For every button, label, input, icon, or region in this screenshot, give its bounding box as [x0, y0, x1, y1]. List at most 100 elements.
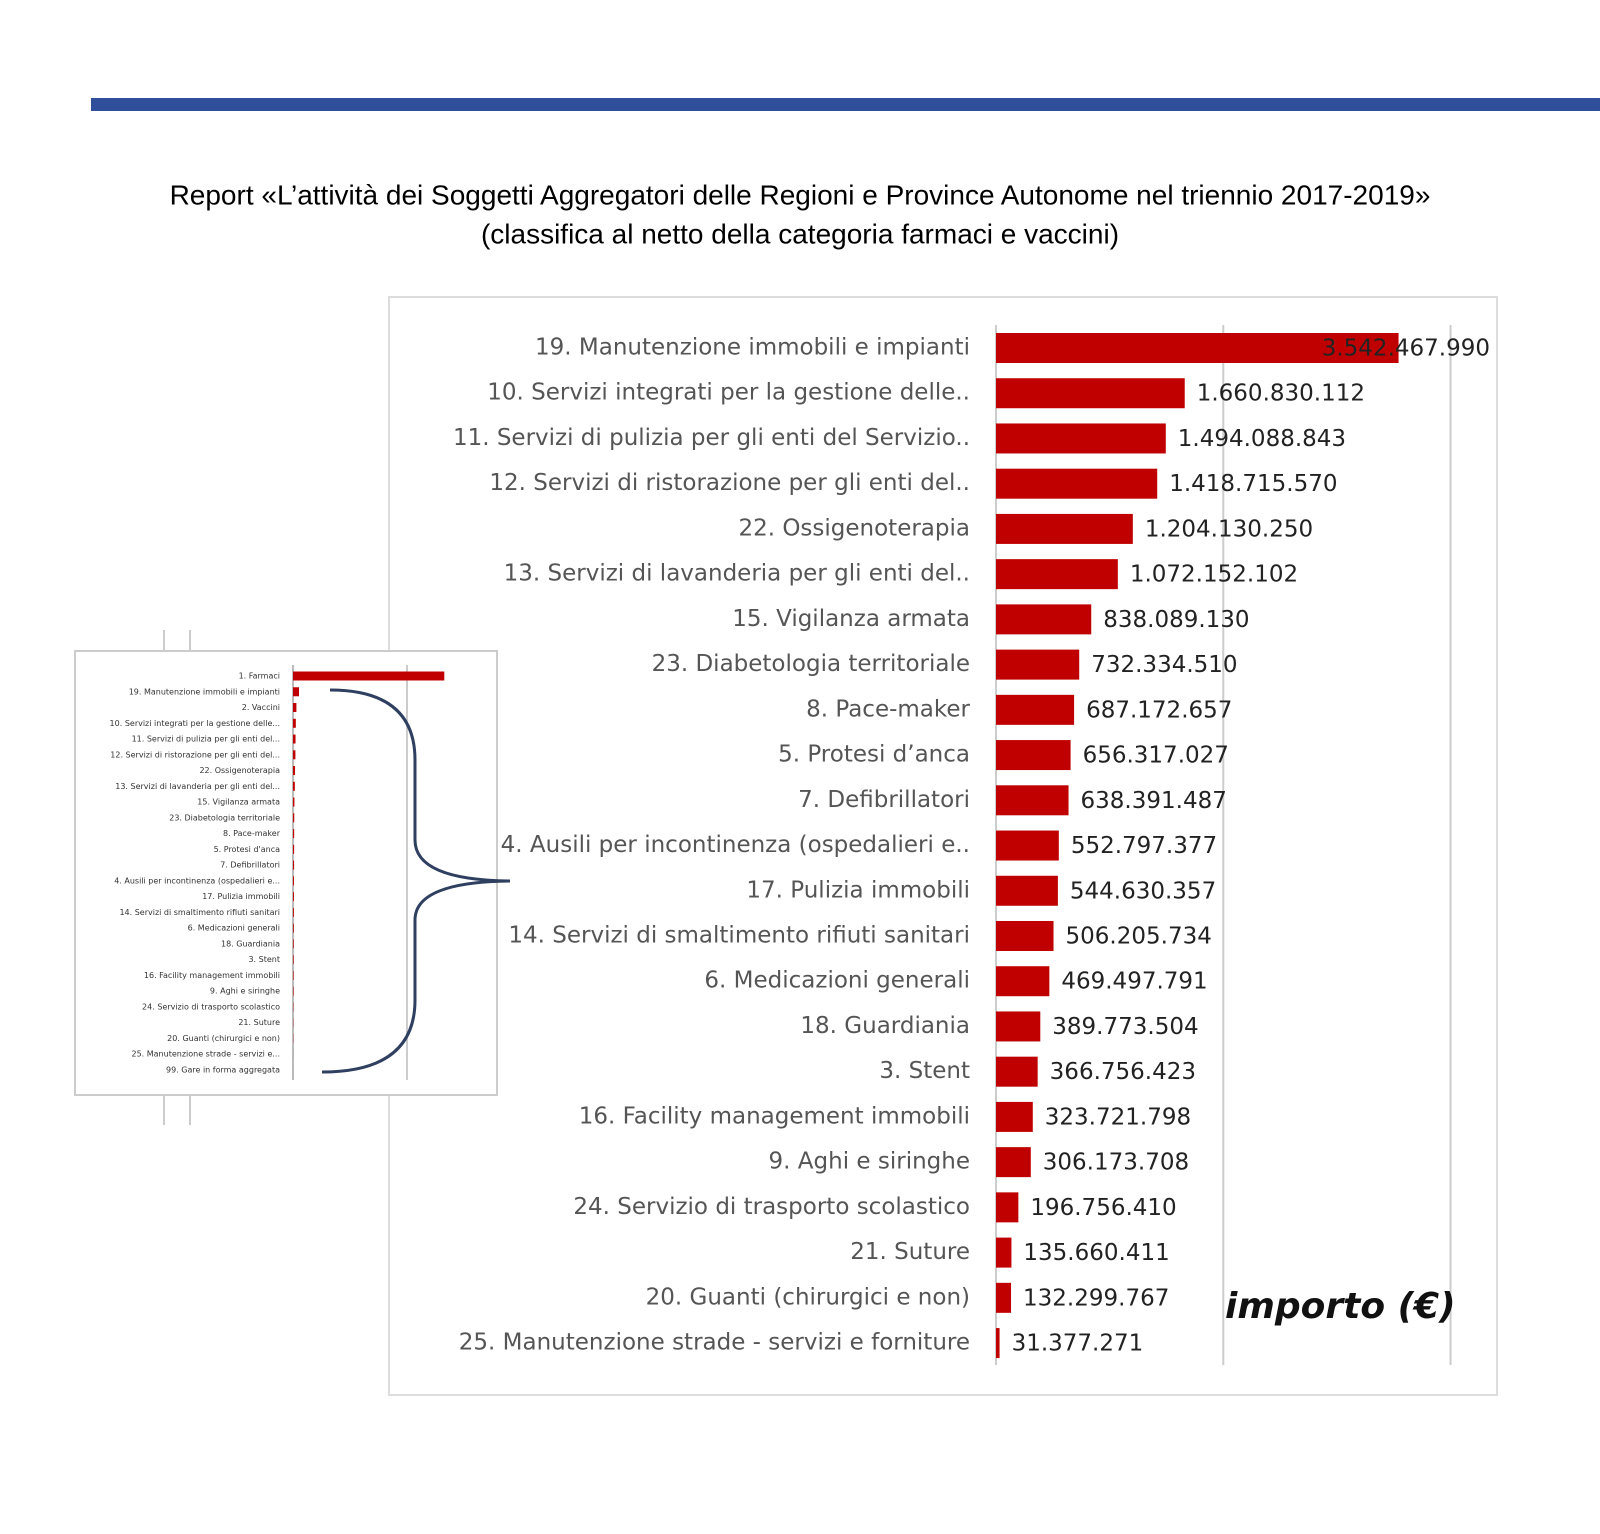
bar: [293, 813, 295, 823]
category-label: 16. Facility management immobili: [144, 971, 280, 980]
category-label: 17. Pulizia immobili: [746, 877, 970, 903]
category-label: 15. Vigilanza armata: [197, 798, 280, 807]
category-label: 6. Medicazioni generali: [704, 968, 970, 994]
value-label: 469.497.791: [1061, 969, 1207, 995]
category-label: 8. Pace-maker: [223, 829, 281, 838]
category-label: 25. Manutenzione strade - servizi e forn…: [459, 1330, 970, 1356]
bar: [293, 876, 294, 886]
category-label: 17. Pulizia immobili: [202, 892, 280, 901]
value-label: 552.797.377: [1071, 833, 1217, 859]
value-label: 732.334.510: [1091, 652, 1237, 678]
value-label: 3.542.467.990: [1322, 336, 1490, 362]
category-label: 23. Diabetologia territoriale: [652, 651, 970, 677]
category-label: 11. Servizi di pulizia per gli enti del …: [453, 425, 970, 451]
category-label: 18. Guardiania: [221, 939, 280, 948]
category-label: 8. Pace-maker: [806, 696, 970, 722]
value-label: 506.205.734: [1066, 923, 1212, 949]
bar: [996, 559, 1118, 590]
bar: [293, 829, 295, 839]
bar: [293, 750, 296, 760]
value-label: 323.721.798: [1045, 1104, 1191, 1130]
title: Report «L’attività dei Soggetti Aggregat…: [170, 179, 1431, 210]
category-label: 99. Gare in forma aggregata: [166, 1066, 280, 1075]
bar: [293, 718, 296, 728]
value-label: 366.756.423: [1050, 1059, 1196, 1085]
value-label: 1.072.152.102: [1130, 562, 1298, 588]
bar: [996, 830, 1059, 861]
category-label: 22. Ossigenoterapia: [199, 766, 280, 775]
bar: [996, 1328, 1000, 1359]
category-label: 4. Ausili per incontinenza (ospedalieri …: [114, 876, 280, 885]
category-label: 3. Stent: [248, 955, 280, 964]
bar: [293, 671, 445, 681]
bar: [293, 970, 294, 980]
bar: [996, 649, 1080, 680]
category-label: 4. Ausili per incontinenza (ospedalieri …: [501, 832, 970, 858]
category-label: 3. Stent: [879, 1058, 970, 1084]
bar: [996, 694, 1075, 725]
value-label: 306.173.708: [1043, 1150, 1189, 1176]
plots: 19. Manutenzione immobili e impianti 3.54…: [110, 325, 1490, 1365]
bar: [293, 687, 300, 697]
category-label: 19. Manutenzione immobili e impianti: [535, 335, 970, 361]
category-label: 5. Protesi d'anca: [214, 845, 281, 854]
category-label: 18. Guardiania: [800, 1013, 970, 1039]
bar: [293, 797, 295, 807]
main-chart-frame: [388, 296, 1498, 1396]
inset-frame: [74, 650, 498, 1096]
bar: [293, 844, 295, 854]
category-label: 10. Servizi integrati per la gestione de…: [487, 380, 970, 406]
category-label: 19. Manutenzione immobili e impianti: [129, 687, 280, 696]
category-label: 9. Aghi e siringhe: [769, 1149, 970, 1175]
bar: [996, 1147, 1031, 1178]
bar: [293, 860, 295, 870]
value-label: 544.630.357: [1070, 878, 1216, 904]
category-label: 12. Servizi di ristorazione per gli enti…: [489, 470, 970, 496]
bar: [293, 766, 296, 776]
bar: [293, 955, 294, 965]
category-label: 23. Diabetologia territoriale: [169, 813, 280, 822]
value-label: 135.660.411: [1023, 1240, 1169, 1266]
category-label: 24. Servizio di trasporto scolastico: [573, 1194, 970, 1220]
category-label: 14. Servizi di smaltimento rifiuti sanit…: [508, 922, 970, 948]
value-label: 1.494.088.843: [1178, 426, 1346, 452]
bar: [996, 966, 1050, 997]
category-label: 25. Manutenzione strade - servizi e...: [131, 1050, 280, 1059]
category-label: 21. Suture: [238, 1018, 280, 1027]
bar: [293, 781, 295, 791]
brace: [321, 688, 511, 1074]
bar: [996, 1192, 1019, 1223]
category-label: 1. Farmaci: [239, 672, 280, 681]
category-label: 20. Guanti (chirurgici e non): [646, 1284, 970, 1310]
bar: [996, 785, 1069, 816]
category-label: 10. Servizi integrati per la gestione de…: [110, 719, 280, 728]
category-label: 20. Guanti (chirurgici e non): [167, 1034, 280, 1043]
category-label: 9. Aghi e siringhe: [210, 987, 280, 996]
bar: [293, 907, 294, 917]
category-label: 12. Servizi di ristorazione per gli enti…: [110, 750, 280, 759]
bar: [996, 468, 1158, 499]
bar: [293, 734, 296, 744]
value-label: 656.317.027: [1083, 743, 1229, 769]
category-label: 21. Suture: [850, 1239, 970, 1265]
bar: [293, 703, 297, 713]
category-label: 2. Vaccini: [242, 703, 280, 712]
subtitle: (classifica al netto della categoria far…: [481, 218, 1119, 249]
bar: [996, 920, 1054, 951]
value-label: 1.418.715.570: [1169, 471, 1337, 497]
category-label: 6. Medicazioni generali: [188, 924, 280, 933]
bar: [996, 740, 1071, 771]
value-label: 638.391.487: [1081, 788, 1227, 814]
bar: [996, 1237, 1012, 1268]
bar: [293, 986, 294, 996]
value-label: 389.773.504: [1052, 1014, 1198, 1040]
bar: [996, 1056, 1038, 1087]
bar: [996, 513, 1133, 544]
category-label: 15. Vigilanza armata: [732, 606, 970, 632]
bar: [996, 604, 1092, 635]
category-label: 13. Servizi di lavanderia per gli enti d…: [115, 782, 280, 791]
value-label: 132.299.767: [1023, 1285, 1169, 1311]
category-label: 22. Ossigenoterapia: [738, 515, 970, 541]
value-label: 1.660.830.112: [1197, 381, 1365, 407]
